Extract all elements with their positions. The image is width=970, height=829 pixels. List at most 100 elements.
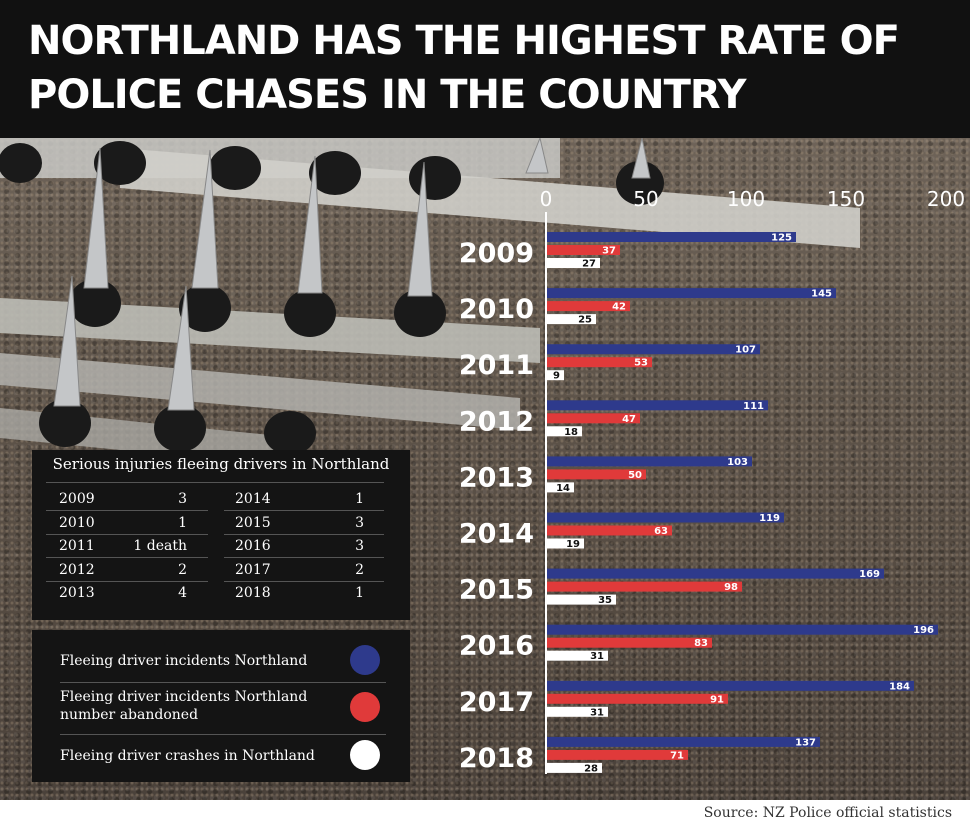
injury-row-divider [46, 580, 208, 582]
legend-swatch-abandoned [350, 692, 380, 722]
year-label: 2013 [459, 462, 534, 493]
bar-value-label: 145 [811, 289, 832, 300]
injury-row-divider [224, 557, 384, 558]
bar-value-label: 42 [612, 302, 626, 313]
legend-divider [60, 734, 386, 735]
injury-value: 1 [178, 514, 187, 531]
bar-crashes [546, 258, 600, 268]
bar-incidents [546, 344, 760, 355]
legend-label-incidents: Fleeing driver incidents Northland [60, 653, 308, 669]
bar-incidents [546, 680, 914, 691]
bar-value-label: 107 [735, 345, 756, 356]
bar-value-label: 196 [913, 625, 934, 636]
injury-value: 2 [355, 561, 364, 578]
year-label: 2017 [459, 687, 534, 718]
year-label: 2014 [459, 519, 534, 550]
legend-swatch-incidents [350, 645, 380, 675]
bar-value-label: 98 [724, 582, 738, 593]
x-tick-label: 150 [827, 187, 865, 211]
bar-value-label: 169 [859, 569, 880, 580]
bar-abandoned [546, 469, 646, 480]
bar-abandoned [546, 301, 630, 312]
x-tick-label: 0 [540, 187, 553, 211]
bar-value-label: 19 [566, 539, 580, 550]
bar-abandoned [546, 581, 742, 592]
bar-crashes [546, 706, 608, 717]
bar-crashes [546, 314, 596, 325]
year-label: 2012 [459, 406, 534, 437]
injury-row-divider [46, 510, 208, 511]
injury-row-divider [224, 580, 384, 582]
x-axis-ticks: 0 50 100 150 200 [540, 187, 965, 211]
injury-value: 1 [355, 585, 364, 601]
bar-value-label: 111 [743, 401, 764, 412]
legend-divider [60, 682, 386, 683]
bar-value-label: 25 [578, 315, 592, 326]
injury-year: 2018 [235, 585, 271, 601]
bar-value-label: 137 [795, 737, 816, 748]
injury-year: 2016 [235, 538, 271, 554]
injury-year: 2011 [59, 538, 95, 554]
bar-incidents [546, 400, 768, 411]
bar-value-label: 63 [654, 526, 668, 537]
injury-header-divider [46, 482, 384, 483]
injury-row-divider [224, 533, 384, 535]
bar-value-label: 91 [710, 694, 724, 705]
bar-incidents [546, 288, 836, 299]
bar-value-label: 47 [622, 414, 636, 425]
bar-incidents [546, 736, 820, 747]
bar-value-label: 35 [598, 595, 612, 606]
year-label: 2010 [459, 294, 534, 325]
injury-value: 3 [355, 514, 364, 531]
injury-year: 2012 [59, 561, 95, 578]
year-label: 2016 [459, 631, 534, 662]
bar-crashes [546, 650, 608, 661]
bars: 125 37 27 145 42 25 107 53 9 111 47 18 103 50 14 119 63 1… [546, 232, 938, 774]
bar-value-label: 37 [602, 246, 616, 257]
bar-crashes [546, 482, 574, 493]
injury-year: 2010 [59, 514, 95, 531]
x-tick-label: 200 [927, 187, 965, 211]
bar-value-label: 103 [727, 457, 748, 468]
bar-crashes [546, 370, 564, 381]
bar-incidents [546, 232, 796, 242]
bar-value-label: 50 [628, 470, 642, 481]
bar-abandoned [546, 413, 640, 424]
injury-value: 1 [355, 491, 364, 507]
bar-crashes [546, 762, 602, 773]
x-tick-label: 50 [633, 187, 658, 211]
bar-incidents [546, 512, 784, 523]
bar-abandoned [546, 245, 620, 255]
bar-value-label: 14 [556, 483, 570, 494]
bar-abandoned [546, 357, 652, 368]
injury-row-divider [46, 557, 208, 558]
injury-table-title: Serious injuries fleeing drivers in Nort… [52, 455, 390, 473]
legend-label-abandoned: Fleeing driver incidents Northland numbe… [60, 689, 308, 723]
injury-year: 2017 [235, 561, 271, 578]
bar-abandoned [546, 749, 688, 760]
year-label: 2018 [459, 743, 534, 774]
legend: Fleeing driver incidents Northland Fleei… [32, 630, 410, 782]
injury-value: 1 death [133, 538, 187, 554]
bar-value-label: 71 [670, 750, 684, 761]
road-spikes-illustration [0, 138, 860, 468]
injury-value: 4 [178, 585, 187, 601]
bar-value-label: 31 [590, 707, 604, 718]
injury-year: 2013 [59, 585, 95, 601]
injury-row-divider [46, 533, 208, 535]
injury-row-divider [224, 510, 384, 511]
bar-value-label: 53 [634, 358, 648, 369]
injury-value: 2 [178, 561, 187, 578]
bar-value-label: 18 [564, 427, 578, 438]
bar-crashes [546, 594, 616, 605]
header-band: NORTHLAND HAS THE HIGHEST RATE OF POLICE… [0, 0, 970, 138]
injury-year: 2015 [235, 514, 271, 531]
injury-year: 2014 [235, 491, 271, 507]
year-labels: 2009 2010 2011 2012 2013 2014 2015 2016 2017 2018 [459, 238, 534, 774]
bar-chart: 0 50 100 150 200 2009 2010 2011 2012 2013 2014 201… [459, 187, 965, 774]
bar-incidents [546, 456, 752, 467]
page-title: NORTHLAND HAS THE HIGHEST RATE OF POLICE… [28, 18, 900, 118]
legend-swatch-crashes [350, 740, 380, 770]
source-credit: Source: NZ Police official statistics [703, 805, 952, 821]
year-label: 2015 [459, 575, 534, 606]
